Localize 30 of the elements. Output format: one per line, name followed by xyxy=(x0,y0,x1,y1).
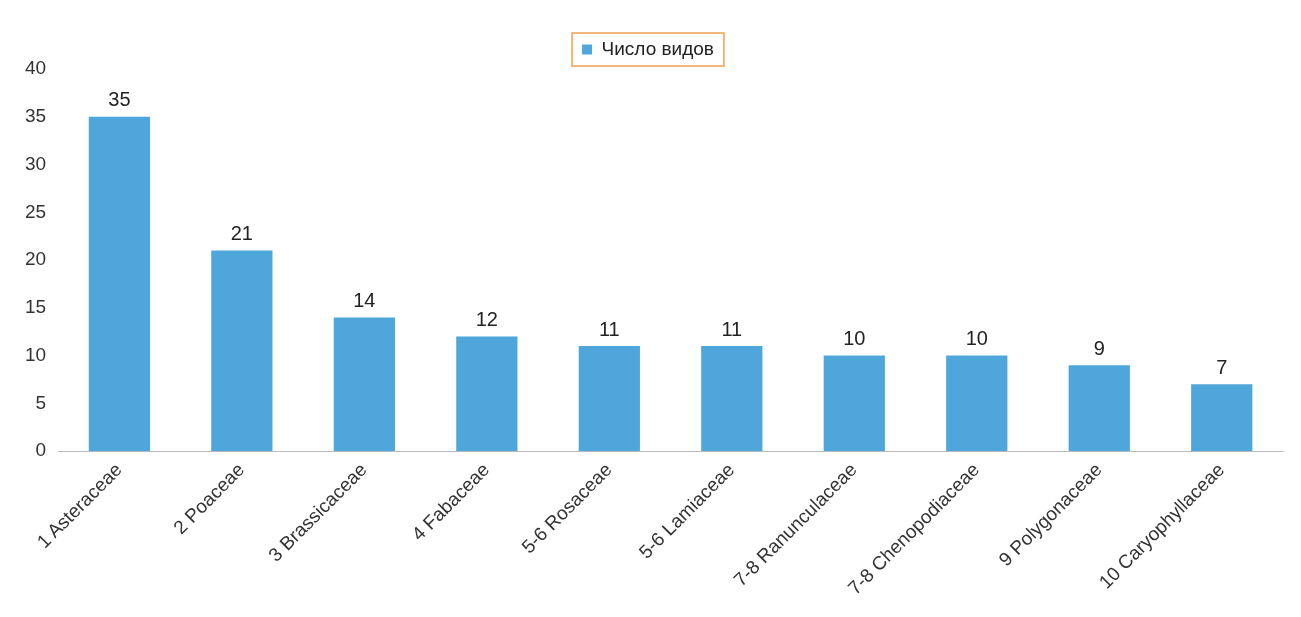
data-label: 11 xyxy=(598,317,620,340)
bar xyxy=(701,346,763,452)
y-tick-label: 0 xyxy=(35,439,47,461)
bar xyxy=(578,346,640,452)
y-tick-label: 25 xyxy=(24,200,47,222)
y-tick-label: 20 xyxy=(24,248,47,270)
bar xyxy=(88,116,150,452)
y-tick-label: 35 xyxy=(24,105,47,126)
y-tick-label: 15 xyxy=(24,296,47,318)
bar xyxy=(333,317,395,452)
bar xyxy=(211,250,273,452)
y-tick-label: 30 xyxy=(24,152,47,174)
data-label: 35 xyxy=(108,88,131,111)
legend-label: Число видов xyxy=(601,37,714,59)
data-label: 21 xyxy=(230,222,253,245)
bar xyxy=(1068,365,1130,452)
data-label: 11 xyxy=(721,317,743,340)
data-label: 9 xyxy=(1093,336,1105,359)
bar xyxy=(1191,384,1253,452)
bar xyxy=(946,355,1008,452)
data-label: 14 xyxy=(353,288,376,311)
y-tick-label: 40 xyxy=(24,57,47,79)
data-label: 7 xyxy=(1216,355,1228,378)
bar xyxy=(456,336,518,452)
bar xyxy=(823,355,885,452)
y-tick-label: 5 xyxy=(35,391,47,413)
data-label: 12 xyxy=(475,308,498,331)
data-label: 10 xyxy=(965,327,988,350)
data-label: 10 xyxy=(843,327,866,350)
y-tick-label: 10 xyxy=(24,343,47,365)
